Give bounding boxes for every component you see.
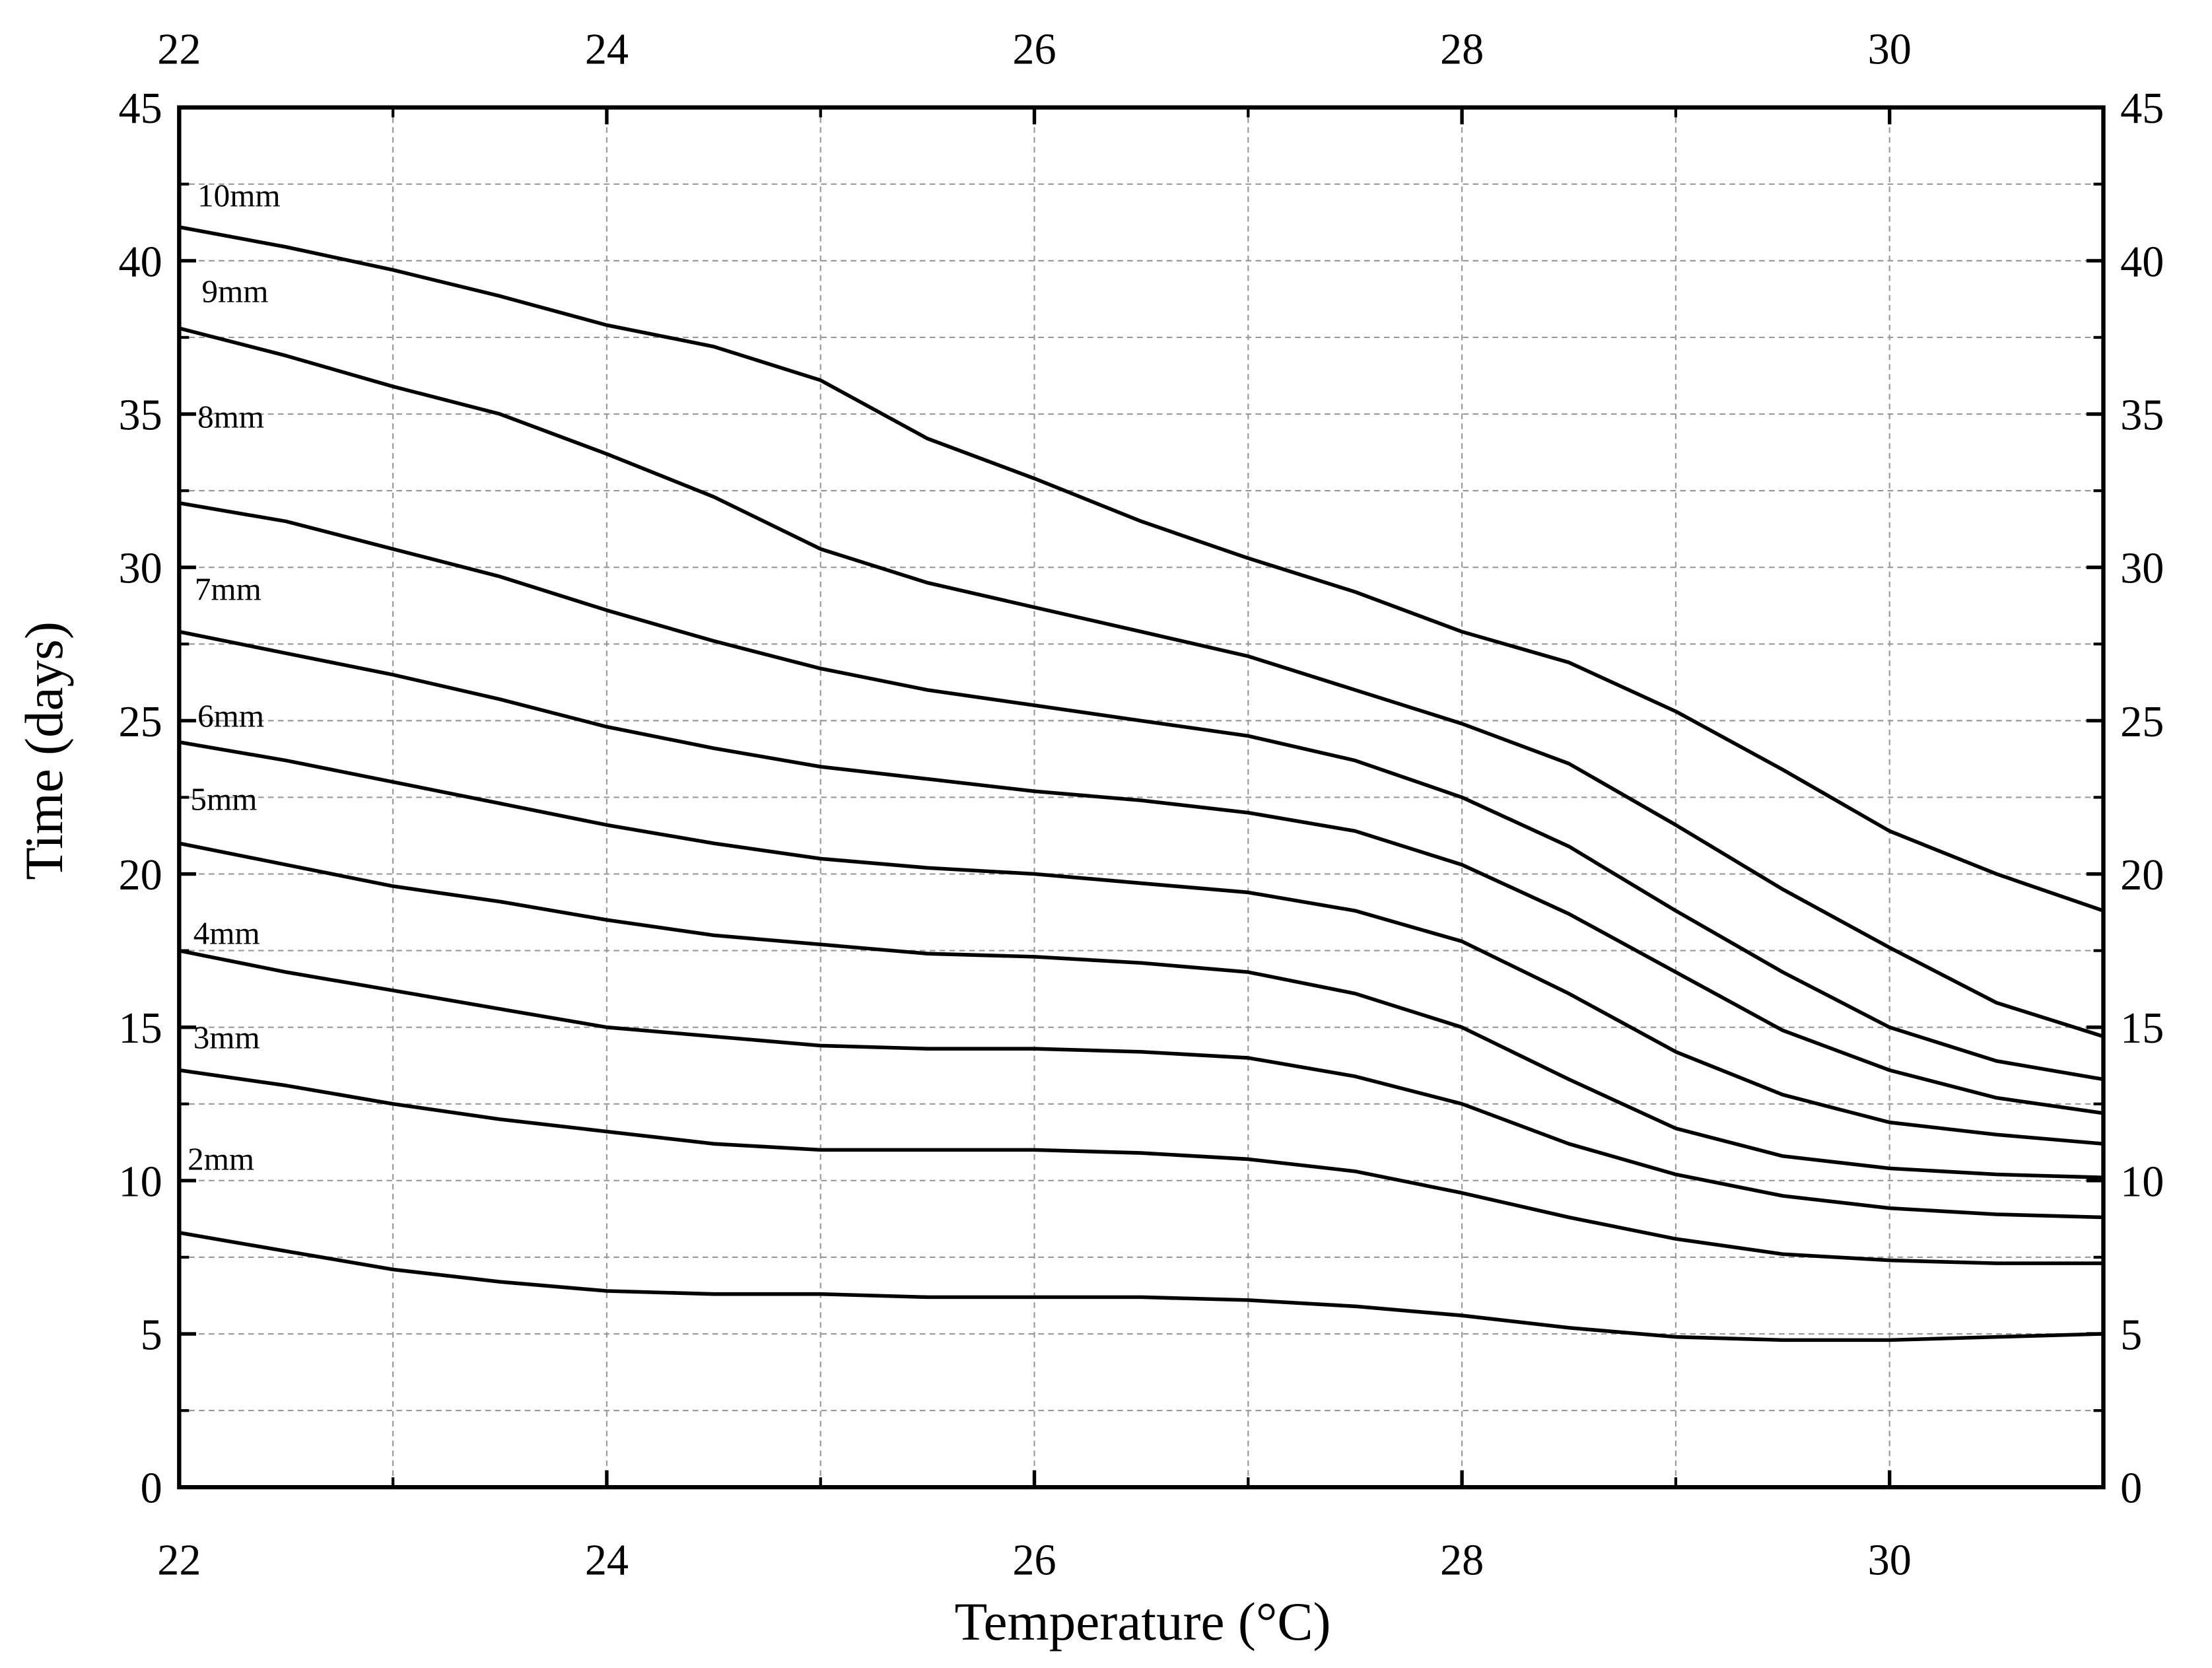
y-tick-label-right: 20 [2120,851,2164,899]
y-tick-label-right: 10 [2120,1158,2164,1206]
x-tick-label: 24 [585,1537,629,1585]
series-line [178,740,2104,1146]
y-tick-label-right: 15 [2120,1004,2164,1053]
series-label: 7mm [195,571,261,607]
y-tick-label-right: 0 [2120,1465,2142,1513]
series-line [178,501,2104,1082]
y-tick-label: 10 [118,1158,162,1206]
y-tick-label-right: 5 [2120,1311,2142,1360]
y-tick-label-right: 45 [2120,85,2164,133]
x-tick-label-top: 26 [1012,25,1056,73]
y-tick-label: 0 [141,1465,162,1513]
y-tick-label-right: 40 [2120,238,2164,286]
y-tick-label: 20 [118,851,162,899]
series-line [178,225,2104,913]
series-line [178,841,2104,1180]
y-tick-label: 25 [118,698,162,746]
series-line [178,1231,2104,1342]
x-axis-title: Temperature (°C) [955,1592,1331,1651]
y-tick-label: 15 [118,1004,162,1053]
y-tick-label-right: 35 [2120,392,2164,440]
y-tick-label: 35 [118,392,162,440]
series-label: 10mm [197,177,281,213]
series-line [178,948,2104,1220]
y-tick-label-right: 25 [2120,698,2164,746]
series-label: 2mm [188,1140,254,1177]
x-tick-label-top: 22 [157,25,201,73]
series-label: 4mm [193,915,260,952]
y-tick-label-right: 30 [2120,545,2164,593]
x-tick-label: 22 [157,1537,201,1585]
series-label: 6mm [197,698,264,734]
series-label: 8mm [197,399,264,435]
y-tick-label: 5 [141,1311,162,1360]
y-axis-title: Time (days) [15,621,74,880]
x-tick-label: 26 [1012,1537,1056,1585]
series-label: 5mm [190,781,257,817]
x-tick-label-top: 24 [585,25,629,73]
series-line [178,629,2104,1115]
series-label: 3mm [193,1020,260,1056]
x-tick-label: 30 [1868,1537,1912,1585]
x-tick-label-top: 28 [1440,25,1484,73]
series-line [178,1068,2104,1265]
x-tick-label-top: 30 [1868,25,1912,73]
series-line [178,326,2104,1039]
y-tick-label: 45 [118,85,162,133]
y-tick-label: 30 [118,545,162,593]
x-tick-label: 28 [1440,1537,1484,1585]
y-tick-label: 40 [118,238,162,286]
series-label: 9mm [202,273,269,310]
